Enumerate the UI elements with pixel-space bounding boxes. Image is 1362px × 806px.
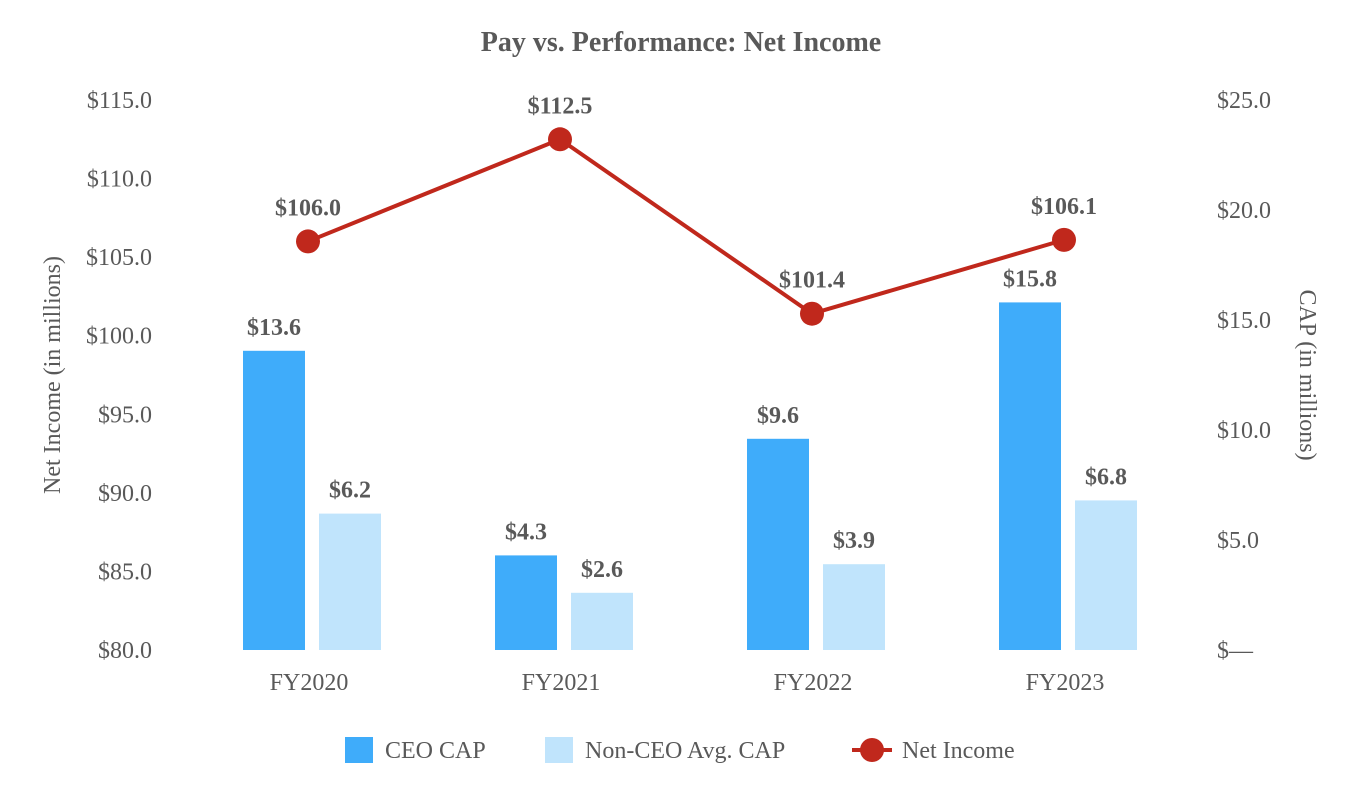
right-tick-label: $20.0 <box>1217 198 1271 224</box>
left-tick-label: $100.0 <box>86 324 152 350</box>
legend: CEO CAP Non-CEO Avg. CAP Net Income <box>345 737 1015 764</box>
left-tick-label: $85.0 <box>98 559 152 585</box>
net-income-data-label: $106.0 <box>275 195 341 221</box>
x-tick-label: FY2022 <box>774 670 853 696</box>
non-ceo-cap-bar <box>1075 500 1137 650</box>
left-axis-ticks: $80.0 $85.0 $90.0 $95.0 $100.0 $105.0 $110.0 $1… <box>86 88 152 664</box>
ceo-cap-bar <box>999 302 1061 650</box>
right-tick-label: $15.0 <box>1217 308 1271 334</box>
right-axis-title: CAP (in millions) <box>1294 289 1320 460</box>
ceo-cap-bar <box>495 555 557 650</box>
legend-ceo-cap-swatch <box>345 737 373 763</box>
legend-label: Net Income <box>902 738 1015 764</box>
left-tick-label: $115.0 <box>87 88 152 114</box>
bars: $13.6 $4.3 $9.6 $15.8 $6.2 $2.6 $3.9 $6.8 <box>243 266 1137 650</box>
non-ceo-cap-data-label: $6.8 <box>1085 464 1127 490</box>
net-income-point <box>296 229 320 254</box>
left-axis-title: Net Income (in millions) <box>40 256 66 494</box>
left-tick-label: $90.0 <box>98 481 152 507</box>
left-tick-label: $95.0 <box>98 402 152 428</box>
right-tick-label: $— <box>1217 638 1254 664</box>
net-income-line <box>307 137 1065 316</box>
legend-net-income-marker <box>860 738 884 762</box>
x-tick-label: FY2020 <box>270 670 349 696</box>
net-income-point <box>548 127 572 152</box>
non-ceo-cap-data-label: $3.9 <box>833 528 875 554</box>
non-ceo-cap-bar <box>823 564 885 650</box>
net-income-line-layer: $106.0 $112.5 $101.4 $106.1 <box>275 93 1097 326</box>
net-income-data-label: $106.1 <box>1031 194 1097 220</box>
legend-label: CEO CAP <box>385 738 486 764</box>
ceo-cap-bar <box>243 350 305 650</box>
right-tick-label: $25.0 <box>1217 88 1271 114</box>
non-ceo-cap-bar <box>319 513 381 650</box>
right-tick-label: $5.0 <box>1217 528 1259 554</box>
left-tick-label: $80.0 <box>98 638 152 664</box>
ceo-cap-data-label: $15.8 <box>1003 266 1057 292</box>
x-tick-label: FY2021 <box>522 670 601 696</box>
legend-label: Non-CEO Avg. CAP <box>585 738 785 764</box>
right-tick-label: $10.0 <box>1217 418 1271 444</box>
net-income-point <box>1052 227 1076 252</box>
x-tick-label: FY2023 <box>1026 670 1105 696</box>
ceo-cap-bar <box>747 438 809 650</box>
non-ceo-cap-bar <box>571 592 633 650</box>
left-tick-label: $110.0 <box>87 167 152 193</box>
net-income-data-label: $101.4 <box>779 268 845 294</box>
non-ceo-cap-data-label: $6.2 <box>329 478 371 504</box>
chart-title: Pay vs. Performance: Net Income <box>481 27 881 58</box>
ceo-cap-data-label: $13.6 <box>247 315 301 341</box>
net-income-point <box>800 301 824 326</box>
non-ceo-cap-data-label: $2.6 <box>581 557 623 583</box>
left-tick-label: $105.0 <box>86 245 152 271</box>
ceo-cap-data-label: $4.3 <box>505 519 547 545</box>
right-axis-ticks: $— $5.0 $10.0 $15.0 $20.0 $25.0 <box>1217 88 1271 664</box>
net-income-data-label: $112.5 <box>528 93 593 119</box>
x-axis-ticks: FY2020 FY2021 FY2022 FY2023 <box>270 670 1105 696</box>
legend-non-ceo-cap-swatch <box>545 737 573 763</box>
ceo-cap-data-label: $9.6 <box>757 403 799 429</box>
